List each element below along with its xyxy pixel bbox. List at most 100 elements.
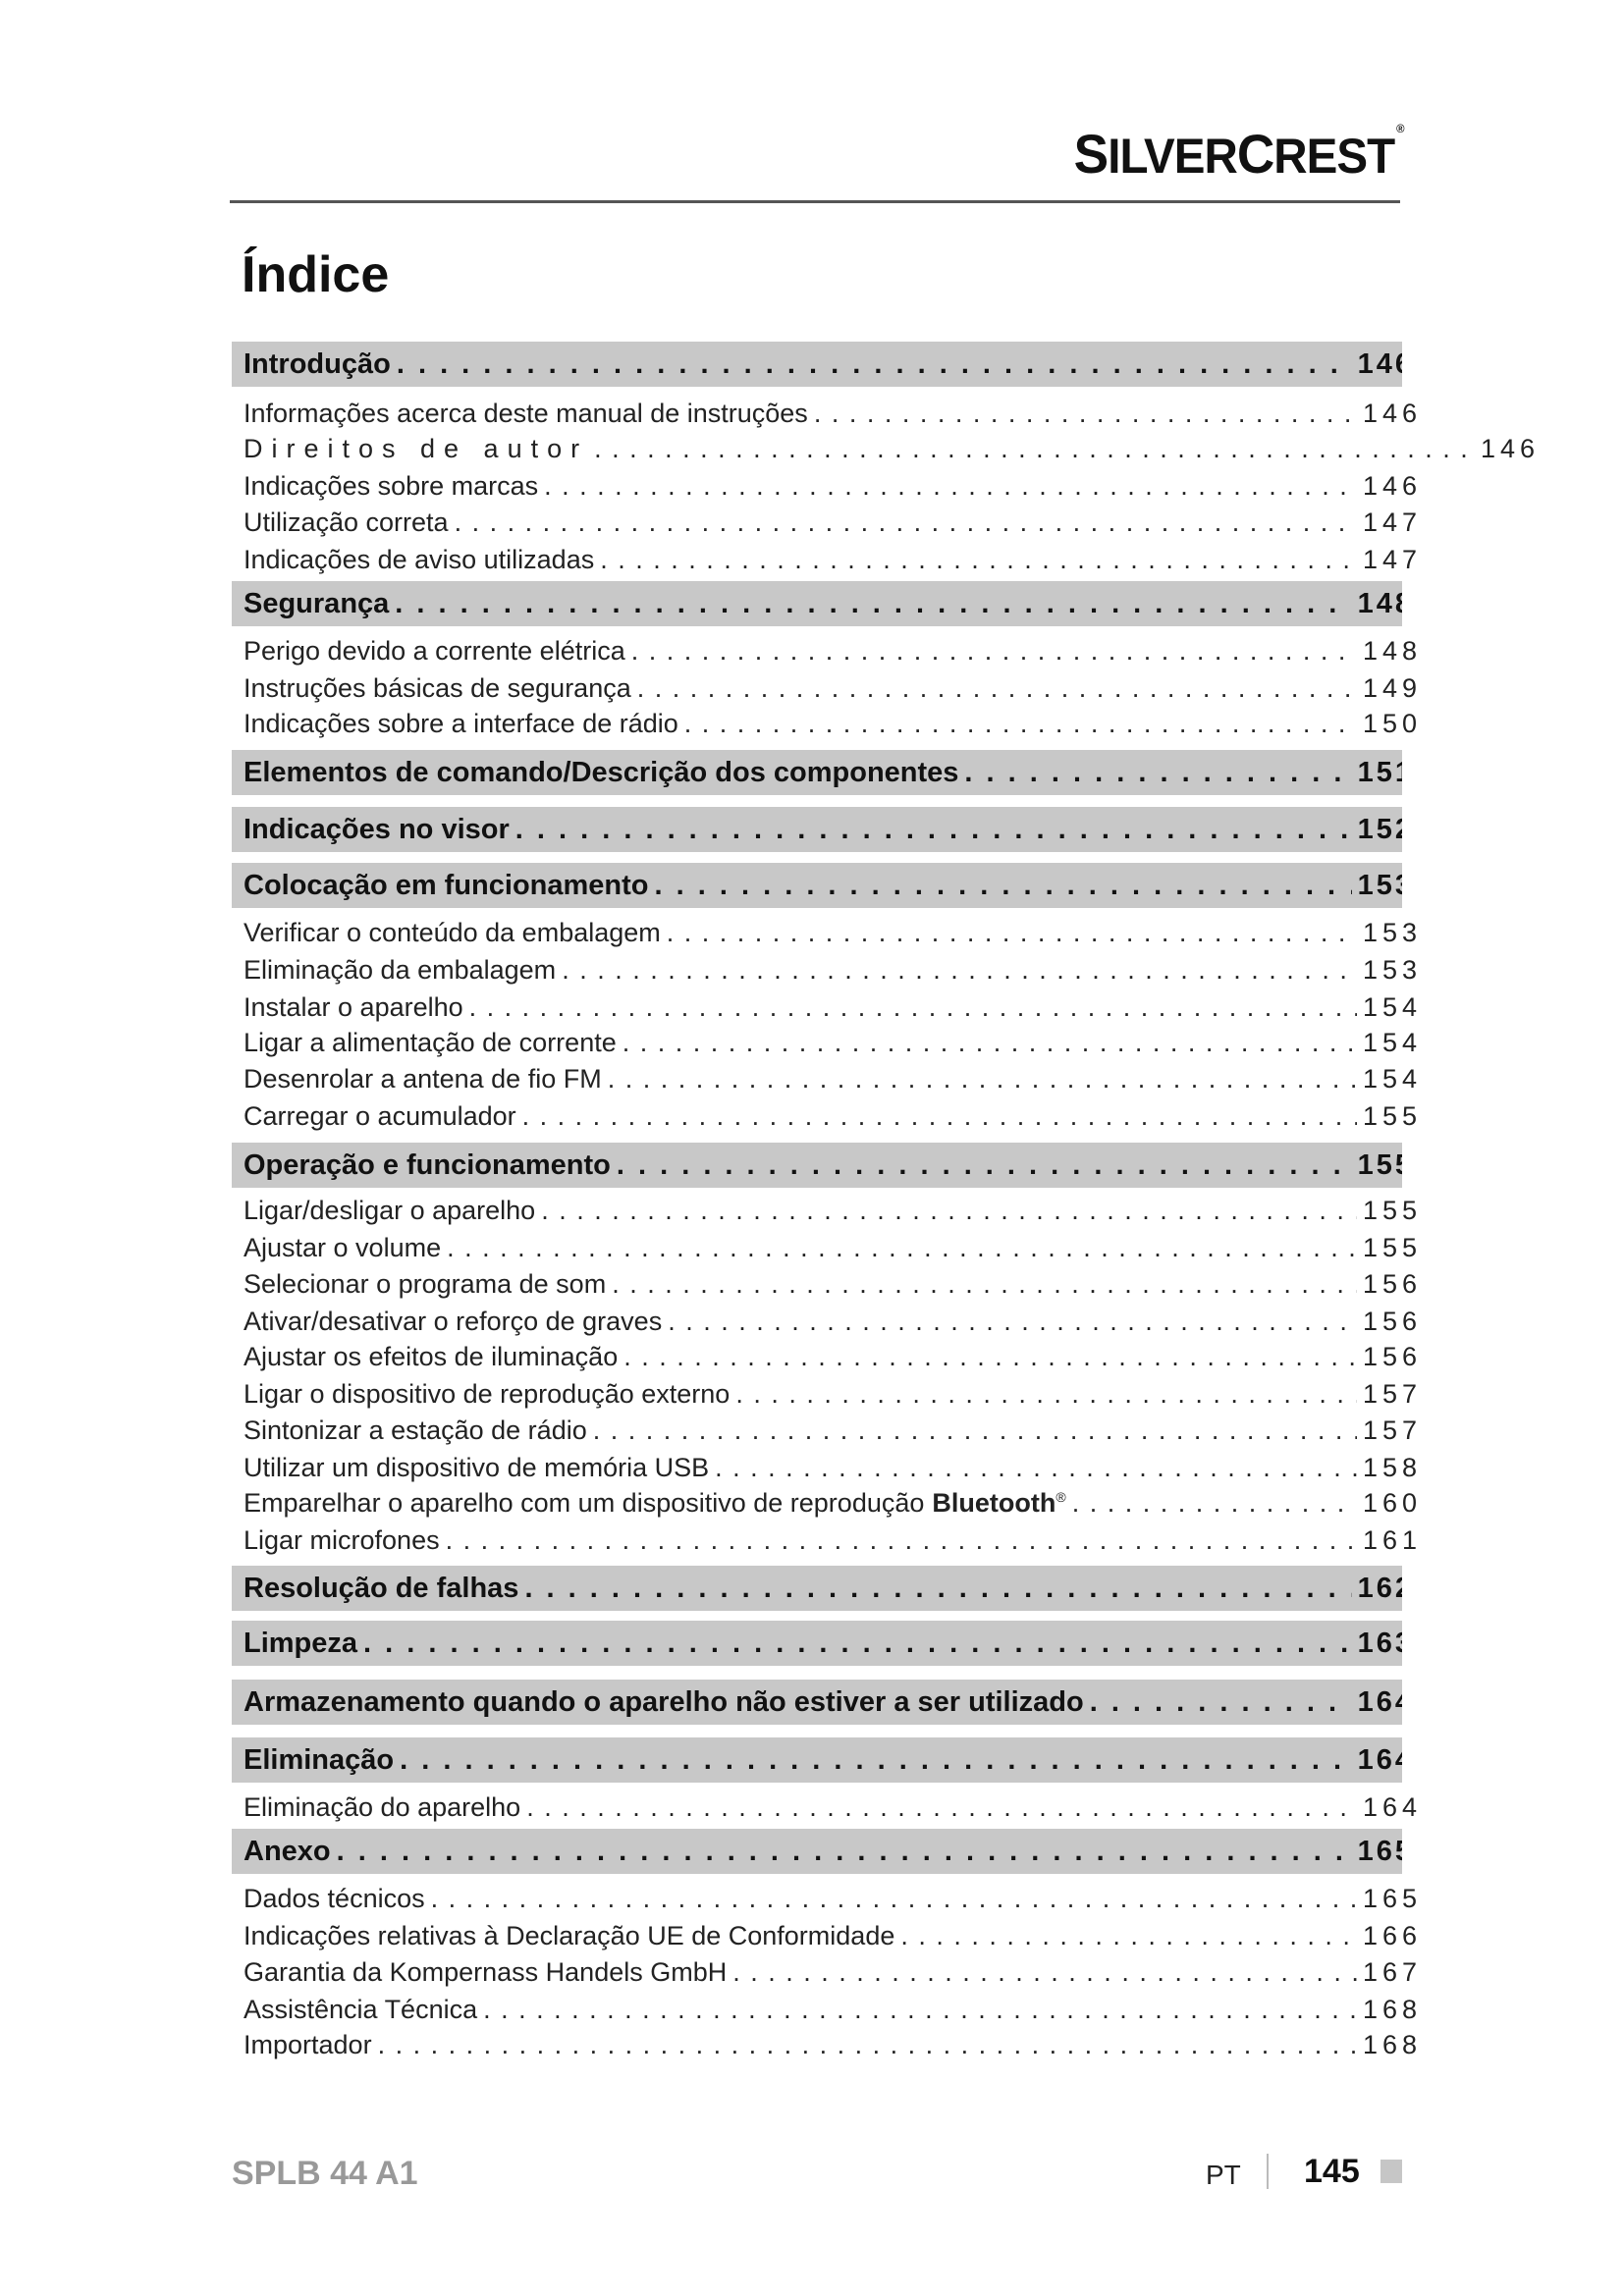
dot-leader <box>1090 1686 1352 1719</box>
page-number: 155 <box>1362 1100 1422 1131</box>
toc-entry[interactable]: Ativar/desativar o reforço de graves 156 <box>244 1303 1422 1340</box>
page-number: 160 <box>1362 1487 1422 1518</box>
footer-square-mark <box>1380 2160 1402 2183</box>
toc-label-text: Sintonizar a estação de rádio <box>244 1415 587 1445</box>
dot-leader <box>522 1101 1357 1132</box>
toc-label: Ajustar os efeitos de iluminação <box>244 1342 618 1372</box>
toc-label-text: Utilização correta <box>244 507 449 537</box>
toc-entry[interactable]: Ligar a alimentação de corrente 154 <box>244 1024 1422 1061</box>
toc-label-text: Garantia da Kompernass Handels GmbH <box>244 1956 728 1987</box>
toc-entry[interactable]: Sintonizar a estação de rádio 157 <box>244 1412 1422 1449</box>
page-number: 164 <box>1362 1791 1422 1822</box>
toc-section[interactable]: Resolução de falhas 162 <box>232 1566 1402 1611</box>
toc-label-text: Instruções básicas de segurança <box>244 672 631 703</box>
footer-divider <box>1267 2154 1269 2189</box>
toc-entry[interactable]: Ligar microfones 161 <box>244 1522 1422 1559</box>
toc-entry[interactable]: Indicações sobre marcas 146 <box>244 467 1422 505</box>
toc-entry[interactable]: Ligar/desligar o aparelho 155 <box>244 1192 1422 1229</box>
header-rule <box>230 200 1400 203</box>
toc-section[interactable]: Segurança 148 <box>232 581 1402 626</box>
page-number: 156 <box>1362 1268 1422 1299</box>
toc-section[interactable]: Colocação em funcionamento 153 <box>232 863 1402 908</box>
page-number: 155 <box>1362 1232 1422 1262</box>
toc-label-text: Indicações no visor <box>244 813 510 845</box>
toc-entry[interactable]: Indicações de aviso utilizadas 147 <box>244 541 1422 578</box>
dot-leader <box>395 588 1351 620</box>
toc-label: Ajustar o volume <box>244 1233 441 1263</box>
toc-label: Armazenamento quando o aparelho não esti… <box>244 1686 1084 1719</box>
page-number: 155 <box>1362 1195 1422 1225</box>
toc-entry[interactable]: Verificar o conteúdo da embalagem 153 <box>244 914 1422 951</box>
toc-label-text: Indicações sobre marcas <box>244 470 539 501</box>
toc-label-text: Eliminação do aparelho <box>244 1791 521 1822</box>
toc-label-text: Ajustar os efeitos de iluminação <box>244 1341 619 1371</box>
dot-leader <box>814 399 1357 429</box>
page-number: 148 <box>1357 587 1402 619</box>
toc-label-text: Indicações de aviso utilizadas <box>244 544 595 574</box>
toc-label-text: Anexo <box>244 1835 331 1867</box>
toc-entry[interactable]: Ajustar o volume 155 <box>244 1229 1422 1266</box>
toc-entry[interactable]: Indicações sobre a interface de rádio 150 <box>244 705 1422 742</box>
page-number: 165 <box>1362 1883 1422 1913</box>
toc-section[interactable]: Introdução 146 <box>232 342 1402 387</box>
page-number: 149 <box>1362 672 1422 703</box>
toc-section[interactable]: Operação e funcionamento 155 <box>232 1143 1402 1188</box>
footer-language: PT <box>1206 2160 1241 2190</box>
page-number: 161 <box>1362 1524 1422 1555</box>
toc-label: Sintonizar a estação de rádio <box>244 1415 587 1446</box>
toc-label: Utilizar um dispositivo de memória USB <box>244 1453 709 1483</box>
toc-label-text: Assistência Técnica <box>244 1994 478 2024</box>
toc-entry[interactable]: Emparelhar o aparelho com um dispositivo… <box>244 1484 1422 1522</box>
page-number: 167 <box>1362 1956 1422 1987</box>
dot-leader <box>668 1307 1357 1337</box>
toc-entry[interactable]: Assistência Técnica 168 <box>244 1991 1422 2028</box>
page-number: 155 <box>1357 1148 1402 1181</box>
toc-entry[interactable]: Ligar o dispositivo de reprodução extern… <box>244 1375 1422 1413</box>
toc-label: Direitos de autor <box>244 434 588 464</box>
toc-entry[interactable]: Indicações relativas à Declaração UE de … <box>244 1917 1422 1954</box>
toc-entry[interactable]: Ajustar os efeitos de iluminação 156 <box>244 1338 1422 1375</box>
toc-entry[interactable]: Direitos de autor 146 <box>244 430 1540 467</box>
toc-section[interactable]: Indicações no visor 152 <box>232 807 1402 852</box>
page-number: 158 <box>1362 1452 1422 1482</box>
toc-entry[interactable]: Informações acerca deste manual de instr… <box>244 395 1422 432</box>
toc-entry[interactable]: Selecionar o programa de som 156 <box>244 1265 1422 1303</box>
page-number: 162 <box>1357 1572 1402 1604</box>
dot-leader <box>469 992 1357 1023</box>
toc-section[interactable]: Elementos de comando/Descrição dos compo… <box>232 750 1402 795</box>
brand-mark: ® <box>1056 1488 1066 1505</box>
dot-leader <box>378 2030 1357 2060</box>
toc-label-text: Utilizar um dispositivo de memória USB <box>244 1452 710 1482</box>
dot-leader <box>623 1342 1357 1372</box>
toc-label-text: Ajustar o volume <box>244 1232 442 1262</box>
toc-label: Carregar o acumulador <box>244 1101 516 1132</box>
toc-entry[interactable]: Perigo devido a corrente elétrica 148 <box>244 632 1422 669</box>
toc-entry[interactable]: Eliminação do aparelho 164 <box>244 1789 1422 1826</box>
toc-section[interactable]: Armazenamento quando o aparelho não esti… <box>232 1680 1402 1725</box>
dot-leader <box>526 1792 1357 1823</box>
toc-entry[interactable]: Importador 168 <box>244 2026 1422 2063</box>
toc-entry[interactable]: Carregar o acumulador 155 <box>244 1097 1422 1135</box>
toc-label: Emparelhar o aparelho com um dispositivo… <box>244 1488 1066 1519</box>
toc-section[interactable]: Anexo 165 <box>232 1829 1402 1874</box>
toc-entry[interactable]: Eliminação da embalagem 153 <box>244 951 1422 988</box>
toc-label: Resolução de falhas <box>244 1573 518 1605</box>
dot-leader <box>631 636 1357 667</box>
toc-section[interactable]: Eliminação 164 <box>232 1737 1402 1783</box>
dot-leader <box>562 955 1357 986</box>
page-number: 147 <box>1362 507 1422 537</box>
toc-entry[interactable]: Instruções básicas de segurança 149 <box>244 669 1422 707</box>
dot-leader <box>363 1628 1352 1660</box>
toc-label-text: Indicações relativas à Declaração UE de … <box>244 1920 895 1950</box>
toc-entry[interactable]: Utilizar um dispositivo de memória USB 15… <box>244 1449 1422 1486</box>
toc-entry[interactable]: Instalar o aparelho 154 <box>244 988 1422 1026</box>
toc-entry[interactable]: Utilização correta 147 <box>244 504 1422 541</box>
toc-section[interactable]: Limpeza 163 <box>232 1621 1402 1666</box>
toc-label: Ligar a alimentação de corrente <box>244 1028 617 1058</box>
toc-label-text: Direitos de autor <box>244 433 589 463</box>
toc-entry[interactable]: Desenrolar a antena de fio FM 154 <box>244 1060 1422 1097</box>
toc-label-text: Desenrolar a antena de fio FM <box>244 1063 602 1094</box>
page-number: 148 <box>1362 635 1422 666</box>
toc-entry[interactable]: Garantia da Kompernass Handels GmbH 167 <box>244 1953 1422 1991</box>
toc-entry[interactable]: Dados técnicos 165 <box>244 1880 1422 1917</box>
